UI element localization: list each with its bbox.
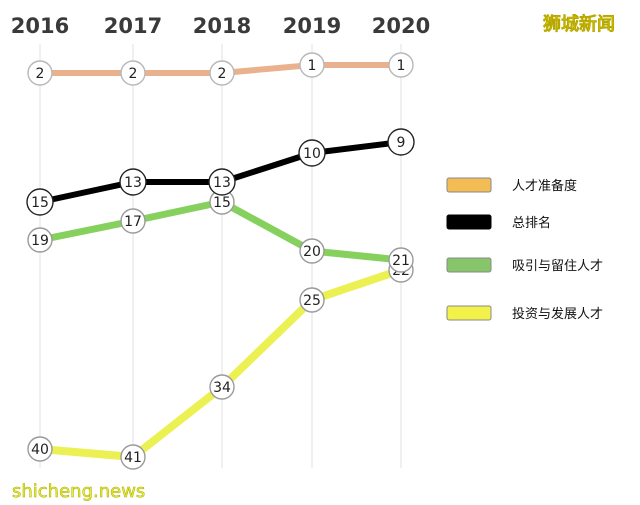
point-s3-2019	[299, 287, 325, 313]
point-s0-2016	[27, 60, 53, 86]
data-label-s0-2018: 2	[218, 66, 227, 82]
legend-label-1: 总排名	[512, 215, 551, 231]
point-s1-2016	[26, 188, 54, 216]
legend-swatch-3	[446, 305, 492, 321]
legend-label-2: 吸引与留住人才	[512, 259, 603, 274]
point-s1-2020	[387, 128, 415, 156]
point-s1-2017	[119, 168, 147, 196]
data-label-s3-2019: 25	[303, 293, 321, 309]
data-label-s0-2019: 1	[308, 58, 317, 74]
data-label-s3-2017: 41	[124, 450, 142, 466]
legend-label-3: 投资与发展人才	[512, 306, 603, 322]
point-s2-2017	[120, 208, 146, 234]
legend-label-0: 人才准备度	[512, 178, 577, 194]
data-label-s1-2020: 9	[397, 135, 406, 151]
point-s0-2017	[120, 60, 146, 86]
data-label-s2-2016: 19	[31, 233, 49, 249]
data-label-s3-2016: 40	[31, 442, 49, 458]
legend-swatch-2	[446, 257, 492, 273]
watermark-text: 狮城新闻	[543, 13, 615, 35]
x-tick-2020: 2020	[372, 14, 430, 38]
legend-swatch-0	[446, 177, 492, 193]
point-s0-2018	[209, 60, 235, 86]
point-s0-2020	[388, 52, 414, 78]
x-tick-2019: 2019	[283, 14, 341, 38]
data-label-s0-2017: 2	[129, 66, 138, 82]
data-label-s0-2016: 2	[36, 66, 45, 82]
point-s2-2020	[388, 247, 414, 273]
data-label-s1-2019: 10	[303, 146, 321, 162]
point-s1-2019	[298, 139, 326, 167]
data-label-s1-2016: 15	[31, 195, 49, 211]
point-s0-2019	[299, 52, 325, 78]
point-s1-2018	[208, 168, 236, 196]
data-label-s1-2018: 13	[213, 175, 231, 191]
x-tick-2017: 2017	[104, 14, 162, 38]
x-tick-2018: 2018	[193, 14, 251, 38]
data-label-s2-2017: 17	[124, 214, 142, 230]
point-s2-2016	[27, 227, 53, 253]
data-label-s1-2017: 13	[124, 175, 142, 191]
data-label-s0-2020: 1	[397, 58, 406, 74]
legend-swatch-1	[446, 214, 492, 230]
data-label-s2-2020: 21	[392, 253, 410, 269]
point-s3-2017	[120, 444, 146, 470]
site-label: shicheng.news	[12, 481, 145, 502]
data-label-s2-2019: 20	[303, 244, 321, 260]
data-label-s2-2018: 15	[213, 195, 231, 211]
point-s3-2016	[27, 436, 53, 462]
point-s2-2019	[299, 238, 325, 264]
x-tick-2016: 2016	[11, 14, 69, 38]
series-line-3	[36, 266, 405, 461]
point-s3-2018	[209, 374, 235, 400]
data-label-s3-2018: 34	[213, 380, 231, 396]
